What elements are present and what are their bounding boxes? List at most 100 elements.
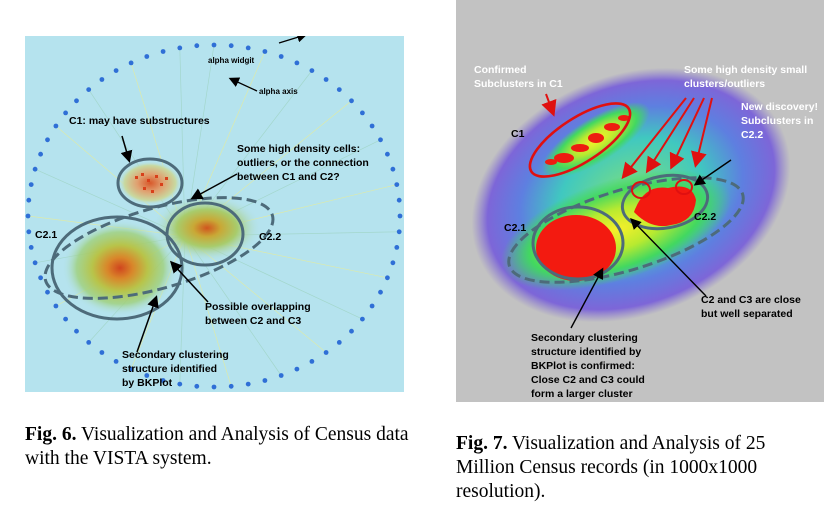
alpha-axis-dot[interactable] — [390, 260, 396, 266]
alpha-axis-dot[interactable] — [349, 98, 354, 104]
label-c1: C1: may have substructures — [69, 115, 210, 127]
figure-6-caption-label: Fig. 6. — [25, 424, 77, 445]
alpha-axis-dot[interactable] — [396, 229, 402, 235]
figure-7-caption-label: Fig. 7. — [456, 433, 508, 454]
alpha-axis-dot[interactable] — [32, 166, 38, 172]
label-overlap-1: Possible overlapping — [205, 301, 311, 313]
alpha-axis-dot[interactable] — [177, 381, 183, 387]
alpha-axis-dot[interactable] — [144, 54, 150, 59]
figure-6-caption-text: Visualization and Analysis of Census dat… — [25, 424, 409, 469]
c21-outline — [531, 205, 625, 281]
alpha-axis-dot[interactable] — [211, 384, 217, 390]
alpha-axis-dot[interactable] — [194, 383, 200, 389]
alpha-axis-dot[interactable] — [294, 366, 300, 372]
label-discovery-1: New discovery! — [741, 101, 818, 113]
c22-red-core — [634, 186, 696, 227]
alpha-axis-dot[interactable] — [28, 182, 34, 188]
label-close-2: but well separated — [701, 308, 793, 320]
alpha-axis-dot[interactable] — [369, 123, 375, 129]
alpha-axis-dot[interactable] — [38, 275, 43, 281]
alpha-axis-dot[interactable] — [26, 229, 32, 235]
alpha-axis-dot[interactable] — [278, 54, 284, 59]
label-c21: C2.1 — [504, 222, 526, 234]
alpha-axis-dot[interactable] — [74, 328, 79, 334]
alpha-axis-dot[interactable] — [378, 289, 383, 295]
label-high-density-3: between C1 and C2? — [237, 171, 340, 183]
alpha-axis-dot[interactable] — [396, 197, 402, 203]
alpha-axis-dot[interactable] — [323, 350, 329, 355]
label-alpha-widget: alpha widgit — [208, 56, 255, 65]
alpha-axis-dot[interactable] — [25, 213, 31, 219]
label-alpha-axis: alpha axis — [259, 87, 298, 96]
alpha-axis-dot[interactable] — [394, 182, 400, 188]
alpha-axis-dot[interactable] — [309, 359, 315, 364]
alpha-axis-dot[interactable] — [390, 166, 396, 172]
label-confirmed-2: Subclusters in C1 — [474, 78, 563, 90]
figure-7-caption-text: Visualization and Analysis of 25 Million… — [456, 433, 766, 502]
alpha-axis-dot[interactable] — [336, 340, 342, 345]
label-secondary-2: structure identified — [122, 363, 217, 375]
label-high-density-1: Some high density cells: — [237, 143, 360, 155]
alpha-axis-dot[interactable] — [245, 45, 251, 51]
alpha-axis-dot[interactable] — [32, 260, 38, 266]
alpha-axis-dot[interactable] — [378, 137, 383, 143]
alpha-axis-dot[interactable] — [128, 366, 134, 372]
alpha-axis-dot[interactable] — [360, 316, 365, 322]
alpha-axis-dot[interactable] — [45, 289, 50, 295]
figure-6-image: alpha widgit alpha axis C1: may have sub… — [25, 32, 404, 392]
alpha-axis-ray — [184, 235, 232, 387]
alpha-axis-dot[interactable] — [28, 245, 34, 250]
alpha-axis-dot[interactable] — [63, 110, 68, 116]
alpha-axis-dot[interactable] — [160, 49, 166, 54]
label-high-density-2: outliers, or the connection — [237, 157, 369, 169]
label-secondary-5: form a larger cluster — [531, 388, 633, 400]
alpha-axis-dot[interactable] — [369, 303, 375, 309]
alpha-axis-dot[interactable] — [53, 303, 59, 309]
alpha-axis-dot[interactable] — [360, 110, 365, 116]
alpha-axis-dot[interactable] — [309, 68, 315, 73]
alpha-axis-dot[interactable] — [38, 151, 43, 157]
alpha-axis-dot[interactable] — [74, 98, 79, 104]
alpha-axis-dot[interactable] — [245, 381, 251, 387]
alpha-axis-dot[interactable] — [385, 151, 390, 157]
alpha-axis-dot[interactable] — [113, 68, 119, 73]
label-close-1: C2 and C3 are close — [701, 294, 801, 306]
census-density-visualization: Confirmed Subclusters in C1 Some high de… — [456, 0, 824, 402]
figure-7-image: Confirmed Subclusters in C1 Some high de… — [456, 0, 824, 402]
alpha-axis-dot[interactable] — [26, 197, 32, 203]
label-c22: C2.2 — [694, 211, 716, 223]
alpha-axis-dot[interactable] — [86, 340, 92, 345]
alpha-axis-dot[interactable] — [45, 137, 50, 143]
alpha-axis-dot[interactable] — [86, 87, 92, 92]
alpha-axis-dot[interactable] — [278, 373, 284, 378]
alpha-axis-dot[interactable] — [63, 316, 68, 322]
label-secondary-3: by BKPlot — [122, 377, 173, 389]
label-c22: C2.2 — [259, 231, 281, 243]
alpha-axis-dot[interactable] — [53, 123, 59, 129]
alpha-axis-dot[interactable] — [113, 359, 119, 364]
c22-outline — [620, 173, 710, 231]
alpha-axis-dot[interactable] — [99, 77, 105, 82]
alpha-axis-dot[interactable] — [228, 383, 234, 389]
alpha-axis-dot[interactable] — [128, 60, 134, 66]
alpha-axis-dot[interactable] — [160, 378, 166, 383]
alpha-axis-dot[interactable] — [194, 43, 200, 49]
alpha-axis-dot[interactable] — [349, 328, 354, 334]
alpha-axis-dot[interactable] — [397, 213, 403, 219]
alpha-axis-dot[interactable] — [99, 350, 105, 355]
alpha-axis-dot[interactable] — [385, 275, 390, 281]
alpha-axis-dot[interactable] — [323, 77, 329, 82]
secondary-cluster-outline — [43, 196, 275, 300]
alpha-axis-dot[interactable] — [177, 45, 183, 51]
alpha-axis-dot[interactable] — [228, 43, 234, 49]
alpha-axis-dot[interactable] — [211, 42, 217, 48]
alpha-axis-dot[interactable] — [394, 245, 400, 250]
vista-visualization: alpha widgit alpha axis C1: may have sub… — [25, 32, 404, 392]
alpha-axis-dot[interactable] — [144, 373, 150, 378]
alpha-axis-dot[interactable] — [294, 60, 300, 66]
alpha-axis-dot[interactable] — [262, 378, 268, 383]
label-secondary-4: Close C2 and C3 could — [531, 374, 645, 386]
alpha-axis-dot[interactable] — [336, 87, 342, 92]
alpha-axis-dot[interactable] — [262, 49, 268, 54]
c1-red-subclusters — [545, 115, 630, 165]
